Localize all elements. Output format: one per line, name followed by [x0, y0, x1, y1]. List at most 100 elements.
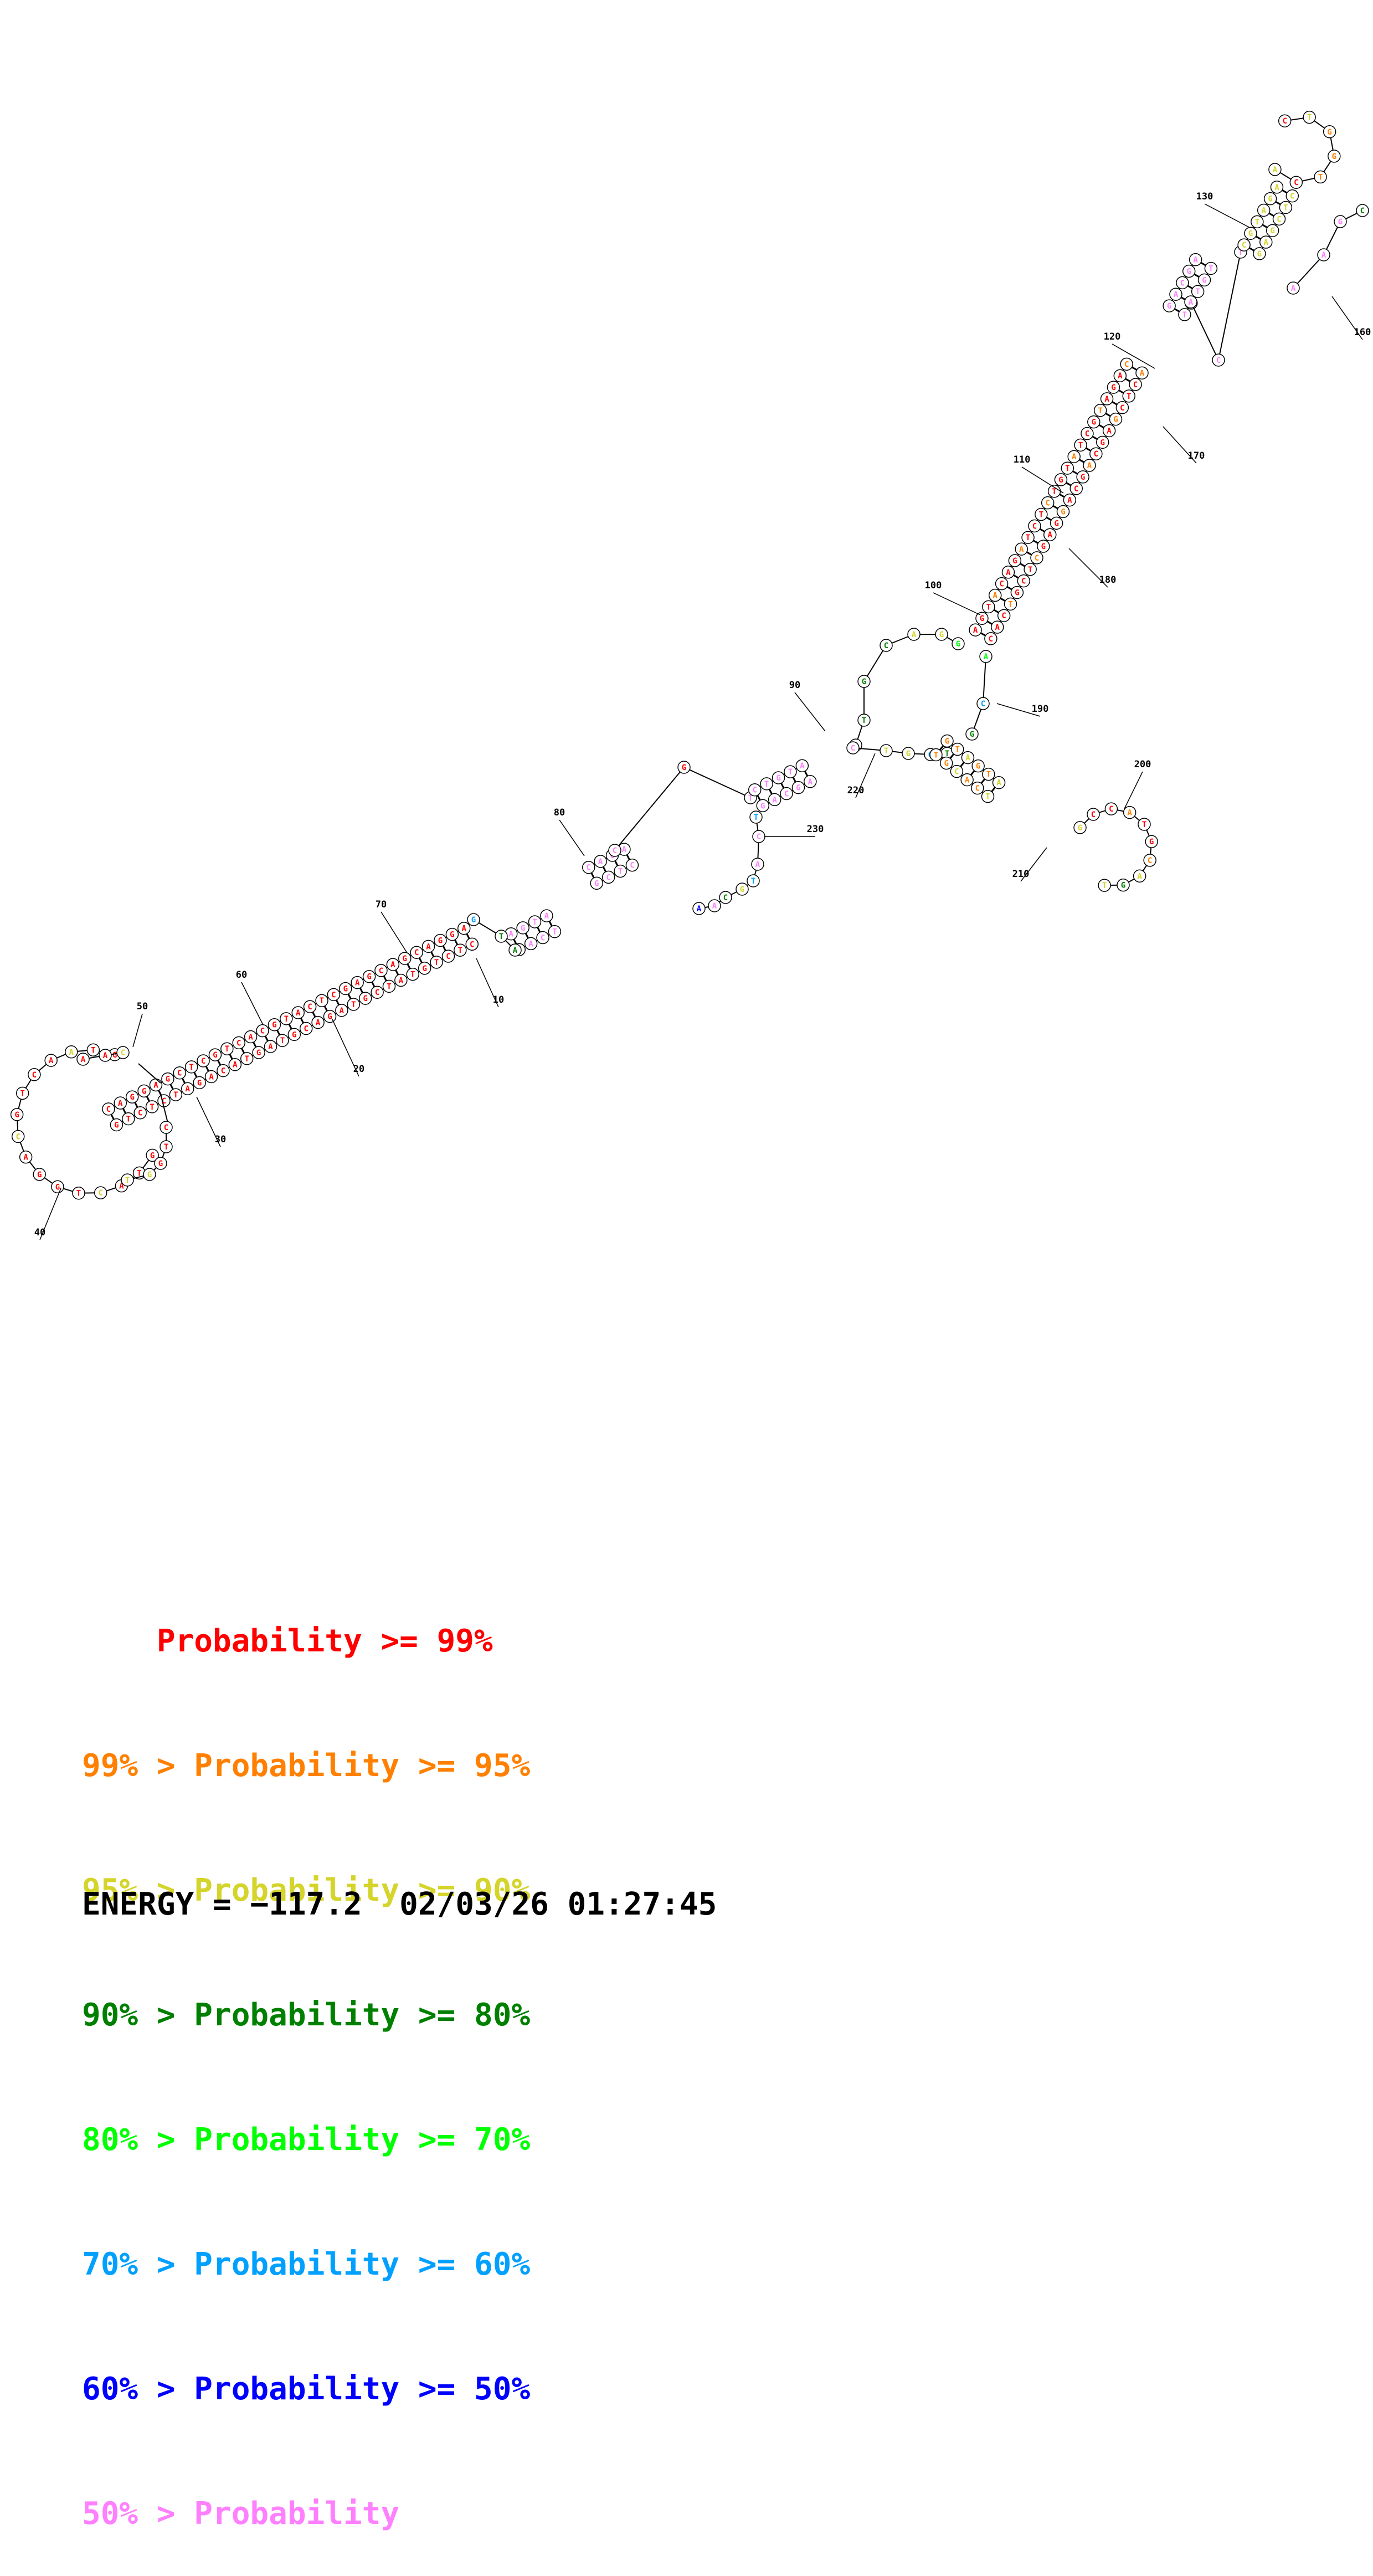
nucleotide: G: [33, 1168, 46, 1181]
nucleotide: T: [614, 864, 627, 878]
backbone-line: [983, 656, 986, 704]
probability-legend: Probability >= 99% 99% > Probability >= …: [82, 1537, 530, 2576]
legend-line-low: 50% > Probability: [82, 2496, 400, 2532]
nucleotide: T: [982, 767, 995, 781]
nucleotide: C: [984, 632, 997, 645]
svg-text:C: C: [164, 1123, 168, 1132]
svg-text:A: A: [390, 961, 395, 969]
nucleotide: G: [161, 1072, 174, 1086]
svg-text:A: A: [965, 776, 970, 785]
svg-text:T: T: [1026, 533, 1030, 542]
position-label: 90: [789, 680, 800, 691]
nucleotide: T: [1279, 201, 1293, 214]
nucleotide: C: [11, 1130, 25, 1143]
svg-text:A: A: [808, 778, 813, 787]
svg-text:C: C: [1109, 805, 1113, 814]
svg-text:G: G: [1015, 588, 1019, 597]
svg-text:C: C: [954, 768, 959, 777]
nucleotide: A: [264, 1040, 277, 1053]
nucleotide: G: [287, 1028, 301, 1041]
nucleotide: A: [1100, 392, 1114, 406]
nucleotide: A: [961, 751, 975, 764]
svg-text:T: T: [458, 946, 462, 955]
nucleotide: A: [907, 628, 921, 641]
svg-text:G: G: [147, 1171, 152, 1179]
backbone-line: [132, 1013, 143, 1048]
svg-text:T: T: [764, 780, 769, 789]
nucleotide: C: [846, 741, 860, 755]
svg-text:C: C: [16, 1132, 20, 1141]
svg-text:A: A: [1261, 207, 1266, 215]
nucleotide: C: [536, 931, 549, 945]
nucleotide: G: [125, 1090, 139, 1104]
svg-text:C: C: [375, 988, 379, 997]
svg-text:T: T: [1195, 288, 1200, 296]
nucleotide: A: [351, 976, 364, 989]
svg-text:C: C: [331, 991, 336, 999]
nucleotide: G: [965, 727, 979, 741]
nucleotide: G: [1056, 505, 1070, 519]
svg-text:G: G: [1202, 276, 1206, 285]
svg-text:G: G: [945, 737, 949, 746]
svg-text:T: T: [986, 603, 991, 612]
svg-text:C: C: [1001, 612, 1006, 620]
nucleotide: C: [1237, 238, 1251, 252]
svg-text:T: T: [751, 877, 755, 886]
svg-text:A: A: [248, 1033, 253, 1041]
svg-text:G: G: [939, 630, 944, 639]
svg-text:G: G: [1121, 881, 1125, 890]
svg-text:A: A: [103, 1051, 108, 1060]
nucleotide: A: [204, 1070, 218, 1084]
svg-text:T: T: [20, 1089, 24, 1098]
svg-text:G: G: [1092, 418, 1096, 427]
svg-text:C: C: [1133, 381, 1138, 389]
nucleotide: C: [780, 787, 793, 800]
svg-text:C: C: [587, 864, 591, 873]
backbone-line: [996, 703, 1041, 717]
nucleotide: G: [1054, 473, 1068, 486]
svg-text:A: A: [1140, 369, 1145, 378]
svg-text:G: G: [760, 802, 765, 810]
nucleotide: C: [748, 783, 762, 797]
nucleotide: C: [1143, 854, 1156, 867]
nucleotide: A: [44, 1054, 58, 1067]
svg-text:G: G: [1186, 268, 1191, 276]
position-label: 190: [1032, 704, 1049, 715]
backbone-line: [855, 753, 876, 798]
svg-text:A: A: [800, 762, 805, 771]
svg-text:C: C: [1035, 554, 1039, 563]
nucleotide: C: [1081, 427, 1094, 440]
svg-text:C: C: [1180, 279, 1185, 288]
svg-text:C: C: [221, 1067, 225, 1076]
nucleotide: A: [1259, 235, 1273, 249]
legend-line-70: 80% > Probability >= 70%: [82, 2122, 531, 2158]
svg-text:T: T: [137, 1169, 141, 1178]
nucleotide: C: [173, 1066, 187, 1080]
svg-text:G: G: [1257, 250, 1262, 259]
nucleotide: A: [1270, 181, 1284, 194]
svg-text:G: G: [1338, 218, 1343, 227]
svg-text:C: C: [106, 1105, 111, 1114]
nucleotide: G: [772, 771, 785, 784]
svg-text:G: G: [363, 994, 367, 1003]
svg-text:A: A: [316, 1019, 321, 1028]
svg-text:A: A: [1118, 372, 1123, 381]
svg-text:A: A: [119, 1182, 124, 1191]
svg-text:C: C: [1085, 430, 1089, 439]
position-label: 110: [1014, 454, 1031, 465]
nucleotide: A: [1189, 253, 1202, 266]
nucleotide: A: [1113, 369, 1127, 382]
svg-text:C: C: [1094, 450, 1098, 459]
svg-text:C: C: [98, 1189, 102, 1198]
nucleotide: C: [1285, 189, 1299, 203]
nucleotide: A: [540, 909, 553, 922]
nucleotide: A: [1135, 366, 1149, 379]
svg-text:G: G: [142, 1087, 146, 1096]
svg-text:A: A: [622, 845, 627, 854]
nucleotide: A: [149, 1078, 163, 1092]
nucleotide: T: [184, 1060, 198, 1074]
svg-text:C: C: [177, 1069, 182, 1078]
nucleotide: T: [1251, 215, 1264, 229]
svg-text:T: T: [351, 1000, 356, 1009]
nucleotide: A: [421, 940, 435, 953]
